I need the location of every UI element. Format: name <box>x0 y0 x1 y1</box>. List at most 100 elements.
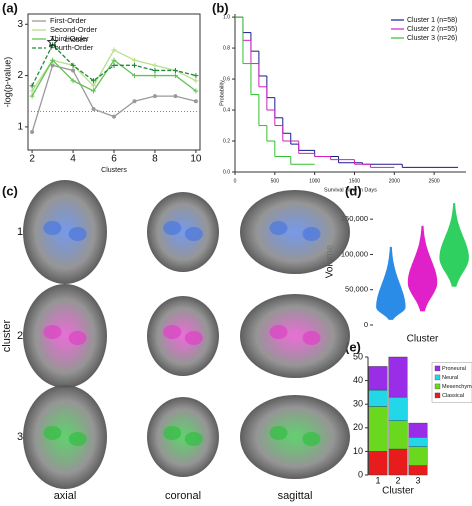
point <box>91 88 97 94</box>
violin <box>376 246 406 320</box>
y-tick-label: 150,000 <box>341 214 368 223</box>
y-tick-label: 50 <box>353 351 363 361</box>
y-tick-label: 0.6 <box>223 76 230 82</box>
row-label: 1 <box>17 226 23 238</box>
activation <box>302 227 321 241</box>
bar-segment <box>408 422 428 438</box>
y-tick-label: 0 <box>358 469 363 479</box>
x-tick-label: 10 <box>190 154 202 165</box>
point <box>70 78 76 84</box>
y-tick-label: 20 <box>353 422 363 432</box>
x-tick-label: 4 <box>70 154 76 165</box>
point <box>172 73 178 79</box>
legend-label: Cluster 2 (n=55) <box>407 26 457 33</box>
activation <box>43 325 62 339</box>
point <box>111 47 117 53</box>
point <box>193 99 198 104</box>
point <box>30 130 35 135</box>
bar-segment <box>368 406 388 452</box>
point <box>91 83 97 89</box>
point <box>50 57 56 63</box>
point <box>91 78 97 84</box>
activation <box>269 426 288 440</box>
bar-segment <box>388 396 408 421</box>
violin <box>407 225 438 312</box>
point <box>112 114 116 119</box>
point <box>111 62 117 68</box>
point <box>131 73 137 79</box>
activation <box>302 432 321 446</box>
point <box>173 94 178 99</box>
y-tick-label: 30 <box>353 399 363 409</box>
row-label: 2 <box>17 330 23 342</box>
y-axis-label: -log(p-value) <box>2 57 12 108</box>
x-axis-label: Survival Time in Days <box>324 187 377 193</box>
legend-swatch <box>434 374 441 381</box>
y-tick-label: 50,000 <box>345 285 368 294</box>
bar-segment <box>408 437 428 447</box>
panel-label: (b) <box>212 0 229 15</box>
point <box>193 88 199 94</box>
activation <box>163 325 182 339</box>
point <box>111 57 117 63</box>
point <box>152 62 158 68</box>
brain-image <box>147 192 219 272</box>
bar-segment <box>368 366 388 391</box>
y-tick-label: 0 <box>364 320 368 329</box>
y-tick-label: 2 <box>17 70 23 81</box>
x-tick-label: 6 <box>111 154 117 165</box>
activation <box>184 227 203 241</box>
x-axis-label: Cluster <box>407 334 439 345</box>
point <box>131 57 137 63</box>
point <box>91 106 96 111</box>
legend-swatch <box>434 392 441 399</box>
point <box>152 94 157 99</box>
bar-segment <box>368 451 388 476</box>
bar-segment <box>388 356 408 398</box>
x-tick-label: 1 <box>375 475 380 485</box>
activation <box>302 331 321 345</box>
point <box>132 99 137 104</box>
row-label: 3 <box>17 431 23 443</box>
point <box>29 88 35 94</box>
x-tick-label: 0 <box>234 178 237 184</box>
activation <box>68 331 87 345</box>
activation <box>163 221 182 235</box>
brain-image <box>23 284 107 388</box>
point <box>29 93 35 99</box>
point <box>70 62 76 68</box>
point <box>193 78 199 84</box>
y-tick-label: 0.4 <box>223 107 230 113</box>
panel-label: (c) <box>2 183 18 198</box>
brain-image <box>240 190 350 274</box>
x-axis-label: Clusters <box>101 167 127 174</box>
activation <box>68 432 87 446</box>
point <box>131 62 137 68</box>
legend-label: Cluster 1 (n=58) <box>407 17 457 24</box>
x-tick-label: 2500 <box>429 178 440 184</box>
point <box>152 73 158 79</box>
y-tick-label: 1 <box>17 122 23 133</box>
x-axis-label: Cluster <box>382 486 414 497</box>
x-tick-label: 8 <box>152 154 158 165</box>
legend-label: Neural <box>442 375 458 381</box>
row-axis-label: cluster <box>1 319 13 352</box>
activation <box>68 227 87 241</box>
x-tick-label: 2000 <box>389 178 400 184</box>
legend-label: Cluster 3 (n=26) <box>407 35 457 42</box>
y-tick-label: 3 <box>17 19 23 30</box>
y-tick-label: 0.2 <box>223 138 230 144</box>
y-tick-label: 40 <box>353 375 363 385</box>
view-label: axial <box>54 490 77 502</box>
activation <box>269 221 288 235</box>
bar-segment <box>388 420 408 450</box>
point <box>50 63 55 68</box>
x-tick-label: 3 <box>415 475 420 485</box>
series-line <box>31 49 197 92</box>
y-tick-label: 10 <box>353 446 363 456</box>
x-tick-label: 1500 <box>349 178 360 184</box>
x-tick-label: 2 <box>395 475 400 485</box>
y-tick-label: 0.8 <box>223 45 230 51</box>
y-tick-label: 1.0 <box>223 14 230 20</box>
